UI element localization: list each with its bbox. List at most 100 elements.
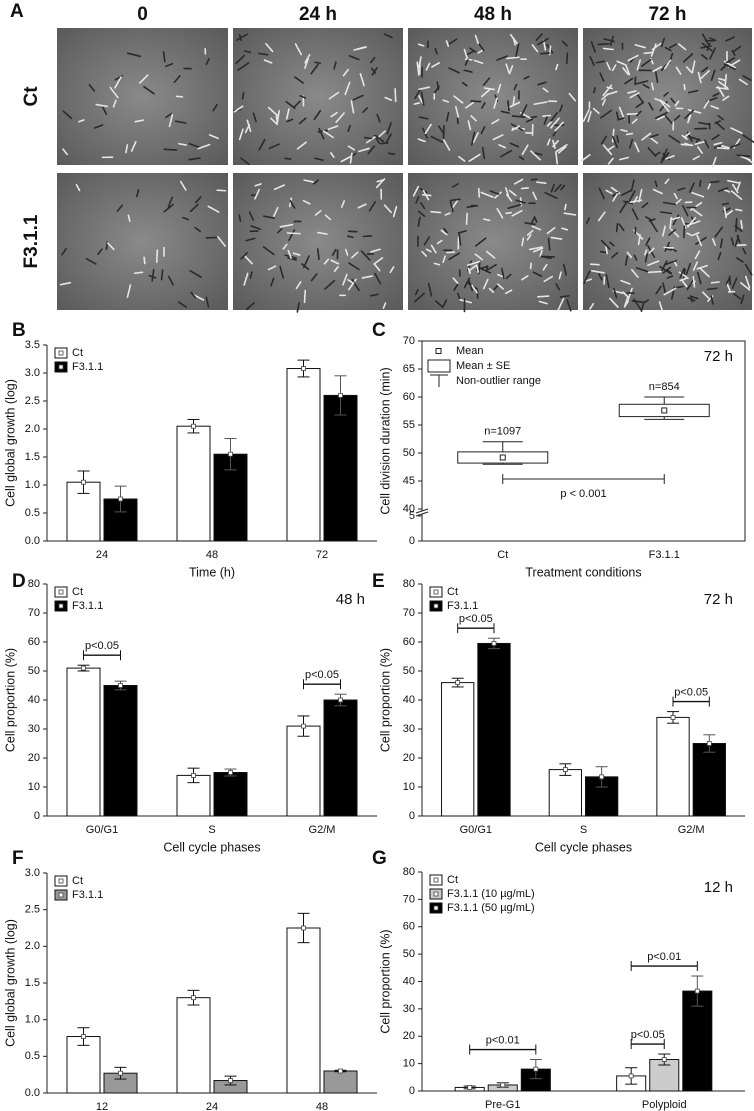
cell <box>736 181 741 191</box>
cell <box>363 136 373 140</box>
cell <box>417 43 425 47</box>
cell <box>434 47 438 55</box>
cell <box>718 81 729 89</box>
cell <box>726 283 732 293</box>
legend-label: F3.1.1 <box>447 600 478 612</box>
cell <box>374 272 382 285</box>
cell <box>710 105 720 110</box>
cell <box>466 205 477 208</box>
cell <box>530 150 541 161</box>
cell <box>392 205 398 218</box>
cell <box>178 142 187 146</box>
cell <box>687 89 699 94</box>
cell <box>702 291 710 299</box>
cell <box>236 33 249 41</box>
cell <box>235 54 246 65</box>
cell <box>434 300 444 308</box>
cell <box>647 260 660 267</box>
cell <box>368 201 377 212</box>
cell <box>216 235 226 247</box>
x-tick-label: G0/G1 <box>86 824 118 836</box>
cell <box>670 97 676 104</box>
cell <box>736 234 741 244</box>
cell <box>489 190 500 195</box>
cell <box>724 73 728 88</box>
cell <box>600 135 608 145</box>
cell <box>491 118 500 125</box>
y-tick-label: 80 <box>403 578 415 590</box>
cell <box>555 151 559 165</box>
cell <box>631 268 639 278</box>
axis-break <box>415 511 429 517</box>
cell <box>635 267 649 273</box>
cell <box>717 187 729 193</box>
cell <box>618 106 625 120</box>
cell <box>394 87 397 103</box>
cell <box>557 297 565 311</box>
cell <box>660 37 666 48</box>
cell <box>689 182 695 193</box>
cell <box>673 192 678 200</box>
chart-title: 72 h <box>704 591 733 608</box>
cell <box>62 148 68 156</box>
cell <box>647 270 662 274</box>
legend-marker <box>58 603 64 609</box>
cell <box>237 61 250 71</box>
cell <box>359 72 365 87</box>
x-tick-label: S <box>580 824 587 836</box>
cell <box>707 183 711 190</box>
cell <box>205 58 210 66</box>
cell <box>478 267 492 274</box>
cell <box>654 71 659 84</box>
cell <box>559 294 570 298</box>
cell <box>660 101 670 113</box>
y-tick-label: 45 <box>403 475 415 487</box>
cell <box>550 117 560 129</box>
mean-marker <box>628 1073 634 1079</box>
x-axis-label: Cell cycle phases <box>535 840 632 854</box>
cell <box>600 109 613 119</box>
cell <box>62 110 73 120</box>
y-tick-label: 20 <box>403 1030 415 1042</box>
column-header: 24 h <box>299 4 337 25</box>
significance-label: p<0.05 <box>631 1029 665 1041</box>
cell <box>725 36 735 42</box>
plot-frame <box>421 340 746 542</box>
bar <box>692 743 726 817</box>
cell <box>611 251 619 259</box>
cell <box>728 143 741 150</box>
cell <box>682 205 689 217</box>
bar <box>176 997 211 1094</box>
cell <box>351 278 360 292</box>
bar <box>323 699 358 817</box>
legend-label: Ct <box>447 874 458 886</box>
cell <box>190 203 199 213</box>
cell <box>590 41 596 53</box>
cell <box>347 235 354 239</box>
cell <box>430 244 437 254</box>
cell <box>500 149 513 158</box>
cell <box>504 289 513 295</box>
mean-marker <box>491 641 497 646</box>
cell <box>542 39 547 51</box>
cell <box>333 266 339 272</box>
cell <box>714 226 724 238</box>
cell <box>601 98 606 106</box>
cell <box>97 248 103 255</box>
y-tick-label: 0.5 <box>25 1050 40 1062</box>
cell <box>742 75 752 82</box>
cell <box>448 67 460 74</box>
cell <box>611 64 617 72</box>
cell <box>515 43 520 58</box>
cell <box>414 289 419 296</box>
bar <box>103 685 138 817</box>
cell <box>446 251 456 254</box>
cell <box>542 87 549 93</box>
cell <box>456 292 461 300</box>
chart-title: 48 h <box>336 591 365 608</box>
cell <box>299 95 307 99</box>
y-tick-label: 60 <box>403 636 415 648</box>
cell <box>420 202 426 210</box>
cell <box>216 189 227 192</box>
cell <box>370 248 381 253</box>
